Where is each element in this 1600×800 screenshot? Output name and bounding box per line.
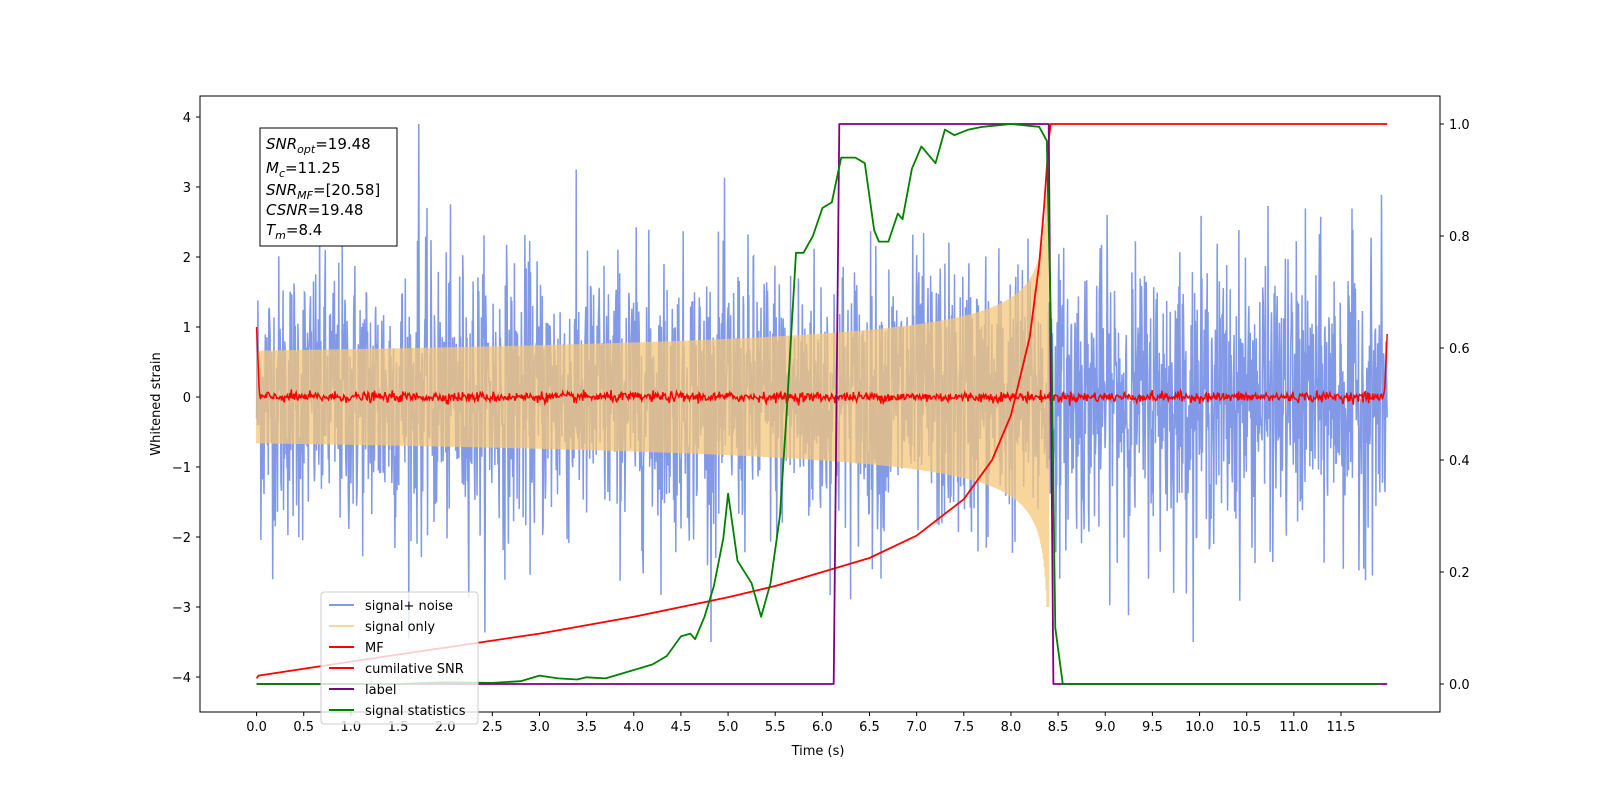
x-tick-label: 0.0 bbox=[246, 720, 267, 735]
y-left-tick-label: −3 bbox=[172, 601, 191, 616]
x-tick-label: 5.0 bbox=[718, 720, 739, 735]
plot-frame bbox=[199, 95, 1441, 713]
annotation-tm: Tm=8.4 bbox=[266, 221, 322, 242]
series-mf bbox=[255, 326, 1388, 407]
x-tick-label: 4.0 bbox=[623, 720, 644, 735]
x-tick-label: 10.0 bbox=[1185, 720, 1214, 735]
y-axis-label: Whitened strain bbox=[149, 352, 164, 455]
y-axis-left: −4 −3 −2 −1 0 1 2 3 4 bbox=[172, 111, 200, 686]
x-tick-label: 7.0 bbox=[906, 720, 927, 735]
x-tick-label: 6.5 bbox=[859, 720, 880, 735]
legend-label: signal only bbox=[365, 620, 435, 635]
x-tick-label: 8.5 bbox=[1048, 720, 1069, 735]
x-tick-label: 2.5 bbox=[482, 720, 503, 735]
x-axis-label: Time (s) bbox=[791, 744, 845, 759]
x-tick-label: 9.5 bbox=[1142, 720, 1163, 735]
series-signal-only bbox=[256, 186, 1050, 608]
x-tick-label: 5.5 bbox=[765, 720, 786, 735]
y-left-tick-label: 4 bbox=[183, 111, 191, 126]
y-left-tick-label: 3 bbox=[183, 181, 191, 196]
x-tick-label: 8.0 bbox=[1001, 720, 1022, 735]
legend-label: MF bbox=[365, 641, 384, 656]
y-right-tick-label: 0.0 bbox=[1449, 678, 1470, 693]
x-tick-label: 7.5 bbox=[953, 720, 974, 735]
y-left-tick-label: 1 bbox=[183, 321, 191, 336]
x-tick-label: 3.0 bbox=[529, 720, 550, 735]
x-tick-label: 11.0 bbox=[1279, 720, 1308, 735]
series-signal-statistics bbox=[256, 123, 1379, 685]
x-tick-label: 4.5 bbox=[671, 720, 692, 735]
annotation-snr-opt: SNRopt=19.48 bbox=[266, 135, 371, 156]
x-tick-label: 3.5 bbox=[576, 720, 597, 735]
y-axis-right: 0.0 0.2 0.4 0.6 0.8 1.0 bbox=[1440, 118, 1470, 693]
y-left-tick-label: 0 bbox=[183, 391, 191, 406]
y-right-tick-label: 0.4 bbox=[1449, 454, 1470, 469]
y-right-tick-label: 1.0 bbox=[1449, 118, 1470, 133]
x-tick-label: 10.5 bbox=[1232, 720, 1261, 735]
legend-label: signal+ noise bbox=[365, 599, 453, 614]
annotation-mc: Mc=11.25 bbox=[266, 159, 341, 180]
legend-label: label bbox=[365, 683, 396, 698]
x-tick-label: 0.5 bbox=[293, 720, 314, 735]
x-tick-label: 11.5 bbox=[1327, 720, 1356, 735]
x-tick-label: 9.0 bbox=[1095, 720, 1116, 735]
legend: signal+ noise signal only MF cumilative SNR… bbox=[320, 591, 479, 725]
y-left-tick-label: 2 bbox=[183, 251, 191, 266]
y-left-tick-label: −4 bbox=[172, 671, 191, 686]
annotation-box: SNRopt=19.48 Mc=11.25 SNRMF=[20.58] CSNR… bbox=[259, 127, 398, 247]
y-left-tick-label: −2 bbox=[172, 531, 191, 546]
x-tick-label: 6.0 bbox=[812, 720, 833, 735]
legend-frame bbox=[320, 591, 479, 725]
y-left-tick-label: −1 bbox=[172, 461, 191, 476]
y-right-tick-label: 0.8 bbox=[1449, 230, 1470, 245]
annotation-csnr: CSNR=19.48 bbox=[266, 201, 363, 219]
y-right-tick-label: 0.6 bbox=[1449, 342, 1470, 357]
legend-label: cumilative SNR bbox=[365, 662, 464, 677]
y-right-tick-label: 0.2 bbox=[1449, 566, 1470, 581]
legend-label: signal statistics bbox=[365, 704, 466, 719]
annotation-snr-mf: SNRMF=[20.58] bbox=[266, 181, 380, 202]
